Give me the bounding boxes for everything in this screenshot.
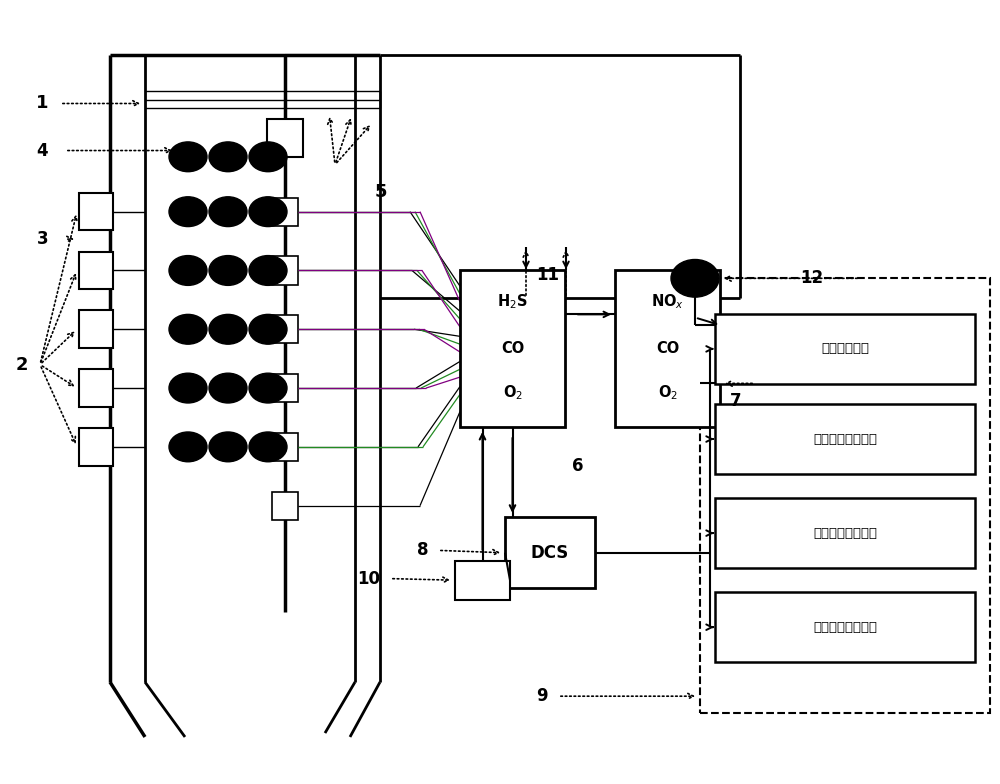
Bar [272, 198, 298, 226]
Bar [267, 119, 303, 157]
Circle shape [249, 142, 287, 172]
Bar [272, 256, 298, 285]
Bar [272, 374, 298, 402]
Text: 10: 10 [357, 570, 380, 587]
Text: CO: CO [656, 341, 679, 357]
Circle shape [209, 142, 247, 172]
Circle shape [169, 314, 207, 344]
Bar [715, 592, 975, 662]
Bar [715, 404, 975, 474]
Text: O$_2$: O$_2$ [503, 383, 522, 402]
Bar [505, 517, 595, 588]
Text: 4: 4 [36, 142, 48, 159]
Circle shape [209, 432, 247, 462]
Text: 各磨组给煤量调整: 各磨组给煤量调整 [813, 527, 877, 539]
Circle shape [169, 256, 207, 285]
Text: 9: 9 [536, 688, 548, 705]
Circle shape [209, 314, 247, 344]
Circle shape [249, 432, 287, 462]
Bar [615, 270, 720, 427]
Circle shape [169, 142, 207, 172]
Bar [79, 369, 113, 407]
Circle shape [671, 260, 719, 297]
Text: 6: 6 [572, 458, 584, 475]
Text: 12: 12 [800, 270, 823, 287]
Circle shape [169, 432, 207, 462]
Bar [715, 498, 975, 568]
Bar [460, 270, 565, 427]
Text: O$_2$: O$_2$ [658, 383, 677, 402]
Bar [79, 428, 113, 466]
Bar [272, 492, 298, 520]
Bar [715, 314, 975, 384]
Circle shape [169, 197, 207, 227]
Circle shape [209, 256, 247, 285]
Text: 11: 11 [536, 266, 560, 284]
Text: 8: 8 [416, 542, 428, 559]
Text: 2: 2 [16, 356, 28, 373]
Bar [79, 193, 113, 230]
Text: CO: CO [501, 341, 524, 357]
Circle shape [249, 256, 287, 285]
Text: 二次风配风方式调: 二次风配风方式调 [813, 433, 877, 445]
Circle shape [209, 197, 247, 227]
Text: NO$_x$: NO$_x$ [651, 292, 684, 311]
Text: DCS: DCS [531, 544, 569, 561]
Bar [79, 310, 113, 348]
Bar [272, 433, 298, 461]
Text: 7: 7 [730, 393, 742, 410]
Bar [455, 561, 510, 600]
Text: 一次风压及风量调: 一次风压及风量调 [813, 621, 877, 633]
Text: 1: 1 [36, 95, 48, 112]
Circle shape [249, 373, 287, 403]
Circle shape [249, 314, 287, 344]
Text: H$_2$S: H$_2$S [497, 292, 528, 311]
Text: 运行氧量调整: 运行氧量调整 [821, 343, 869, 355]
Bar [700, 278, 990, 713]
Text: 3: 3 [36, 230, 48, 248]
Text: 5: 5 [375, 183, 388, 201]
Bar [79, 252, 113, 289]
Circle shape [169, 373, 207, 403]
Circle shape [249, 197, 287, 227]
Bar [272, 315, 298, 343]
Circle shape [209, 373, 247, 403]
